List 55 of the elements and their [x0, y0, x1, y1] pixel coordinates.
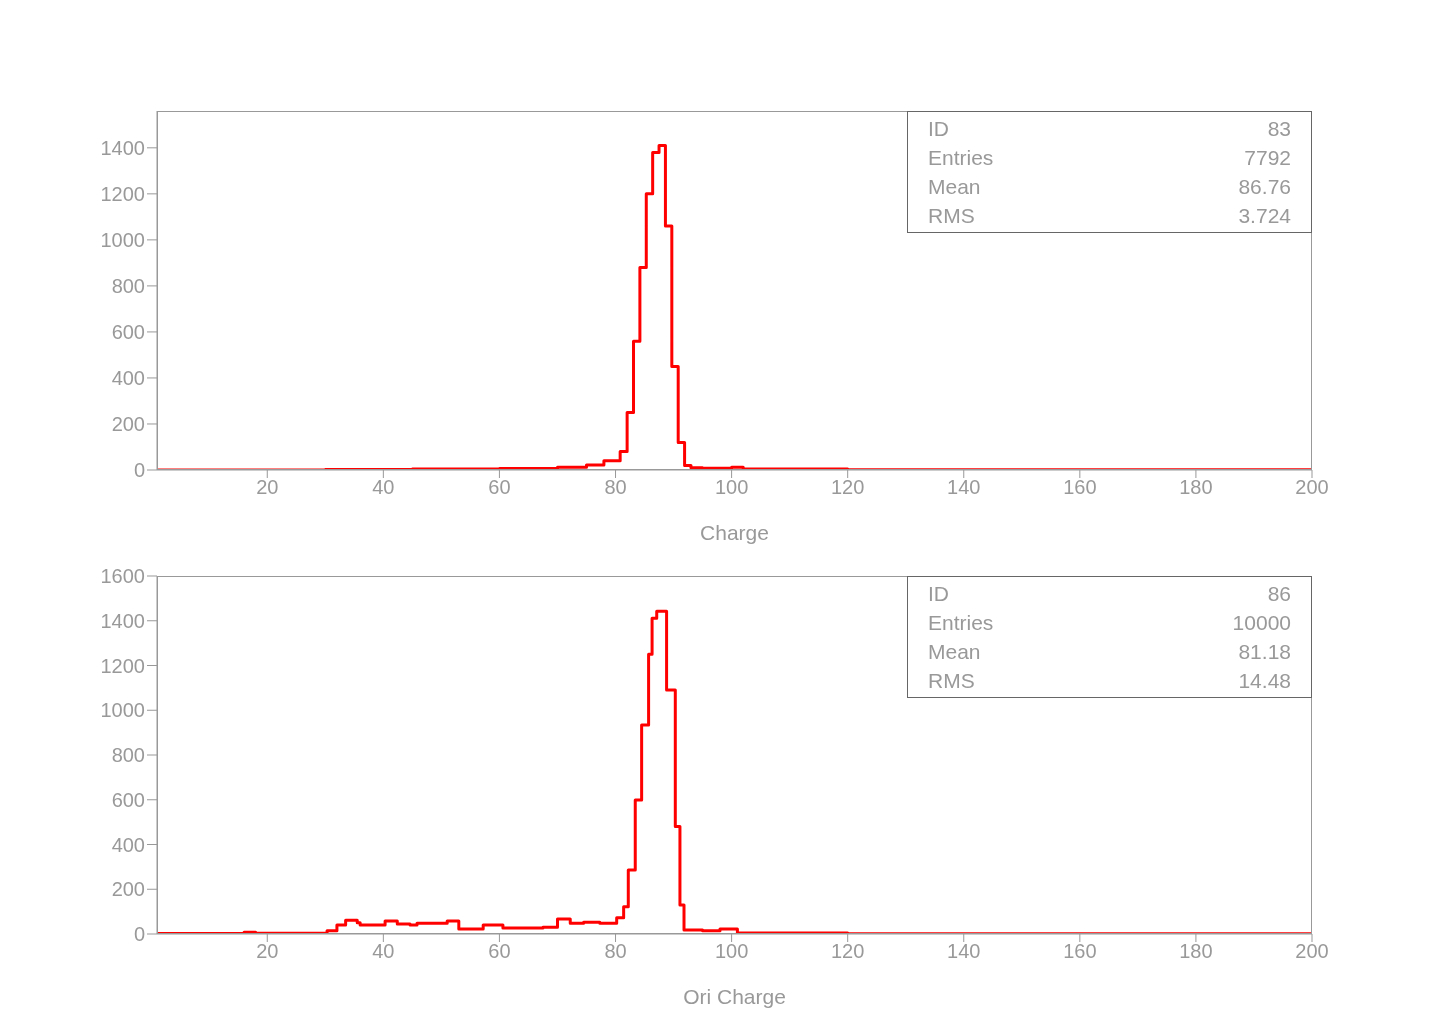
- annotation: 83: [1267, 116, 1291, 142]
- y-tick-label: 1400: [100, 136, 145, 159]
- y-tick-label: 800: [111, 744, 145, 767]
- x-tick-label: 60: [488, 940, 511, 963]
- annotation: Entries: [928, 145, 994, 171]
- annotation: Entries: [928, 610, 994, 636]
- y-tick-label: 800: [111, 275, 145, 297]
- x-tick-label: 60: [488, 476, 511, 499]
- y-tick-label: 1200: [100, 654, 145, 677]
- x-tick-label: 80: [604, 476, 627, 499]
- x-tick-label: 40: [372, 940, 395, 963]
- y-tick-label: 0: [133, 459, 145, 482]
- x-tick-label: 20: [256, 940, 279, 963]
- annotation: ID: [928, 581, 949, 607]
- annotation: ID: [928, 116, 949, 142]
- y-tick-label: 200: [111, 878, 145, 901]
- y-tick-label: 1400: [100, 609, 145, 632]
- x-tick-label: 40: [372, 476, 395, 499]
- annotation: 14.48: [1238, 668, 1291, 694]
- y-tick-label: 200: [111, 413, 145, 436]
- x-tick-label: 140: [947, 476, 981, 499]
- x-axis-title: Charge: [700, 521, 769, 544]
- annotation: Mean: [928, 639, 981, 665]
- x-tick-label: 200: [1295, 940, 1329, 963]
- x-tick-label: 140: [947, 940, 981, 963]
- x-tick-label: 20: [256, 476, 279, 499]
- annotation: 7792: [1244, 145, 1291, 171]
- annotation: Mean: [928, 174, 981, 200]
- x-tick-label: 200: [1295, 476, 1329, 499]
- y-tick-label: 1200: [100, 182, 145, 205]
- y-tick-label: 1000: [100, 228, 145, 251]
- x-tick-label: 160: [1063, 940, 1097, 963]
- x-tick-label: 180: [1179, 476, 1213, 499]
- x-tick-label: 120: [830, 940, 865, 963]
- y-tick-label: 600: [111, 321, 145, 344]
- y-tick-label: 1000: [100, 699, 145, 722]
- y-tick-label: 0: [133, 923, 145, 946]
- y-tick-label: 600: [111, 788, 145, 811]
- annotation: 86: [1267, 581, 1291, 607]
- y-tick-label: 1600: [100, 565, 145, 588]
- x-tick-label: 120: [830, 476, 865, 499]
- x-tick-label: 180: [1179, 940, 1213, 963]
- annotation: 10000: [1232, 610, 1291, 636]
- annotation: RMS: [928, 668, 975, 694]
- x-tick-label: 80: [604, 940, 627, 963]
- x-tick-label: 100: [714, 940, 749, 963]
- annotation: 3.724: [1238, 203, 1291, 229]
- y-tick-label: 400: [111, 833, 145, 856]
- annotation: RMS: [928, 203, 975, 229]
- x-tick-label: 160: [1063, 476, 1097, 499]
- x-tick-label: 100: [714, 476, 749, 499]
- x-axis-title: Ori Charge: [683, 985, 786, 1008]
- y-tick-label: 400: [111, 367, 145, 390]
- annotation: 81.18: [1238, 639, 1291, 665]
- annotation: 86.76: [1238, 174, 1291, 200]
